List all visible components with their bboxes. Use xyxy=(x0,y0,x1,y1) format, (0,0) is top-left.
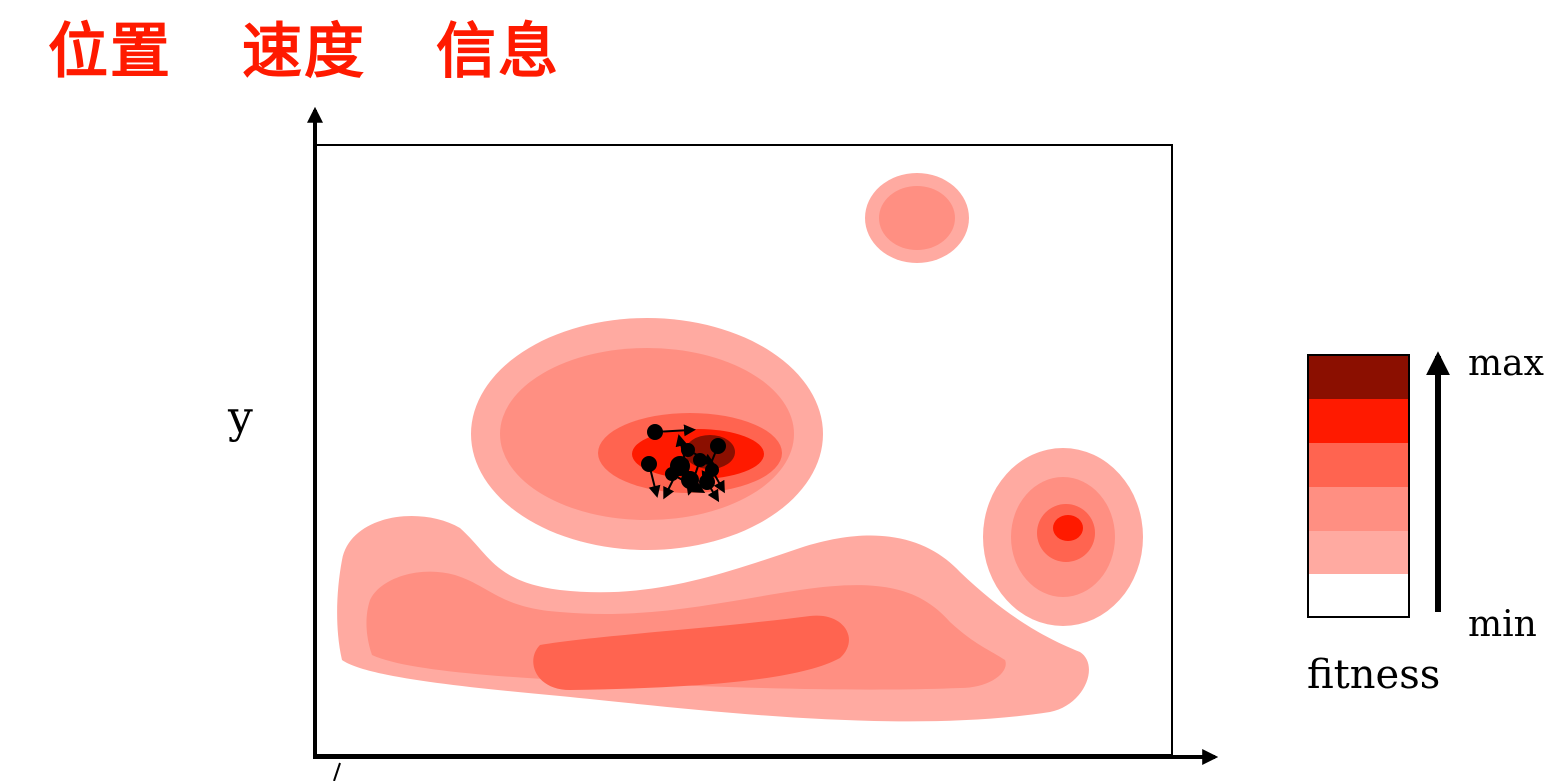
secondary-peak-right xyxy=(983,448,1143,626)
legend-level-low xyxy=(1308,487,1409,531)
title-word-information: 信息 xyxy=(436,16,560,87)
legend-min-label: min xyxy=(1468,604,1537,645)
legend-title: fitness xyxy=(1307,652,1440,698)
particle xyxy=(681,443,716,465)
legend-level-max xyxy=(1308,355,1409,399)
legend-level-lower xyxy=(1308,531,1409,574)
particle xyxy=(705,463,725,494)
title-word-velocity: 速度 xyxy=(242,16,366,87)
small-peak-top-right xyxy=(865,173,969,263)
legend-frame xyxy=(1307,354,1410,618)
legend-max-label: max xyxy=(1468,343,1544,384)
main-peak-center xyxy=(471,318,823,550)
y-axis-label: y xyxy=(227,392,253,443)
legend-level-min xyxy=(1308,574,1409,617)
particle-swarm xyxy=(641,424,726,503)
fitness-legend: max min fitness xyxy=(1307,343,1544,698)
legend-level-mid xyxy=(1308,443,1409,487)
ridge-bottom xyxy=(337,516,1089,722)
page-title: 位置 速度 信息 xyxy=(48,6,560,87)
particle xyxy=(665,467,706,493)
legend-level-high xyxy=(1308,399,1409,443)
particle xyxy=(641,456,661,498)
particle xyxy=(647,424,696,440)
x-axis-tick xyxy=(333,762,341,781)
title-word-position: 位置 xyxy=(48,16,172,87)
